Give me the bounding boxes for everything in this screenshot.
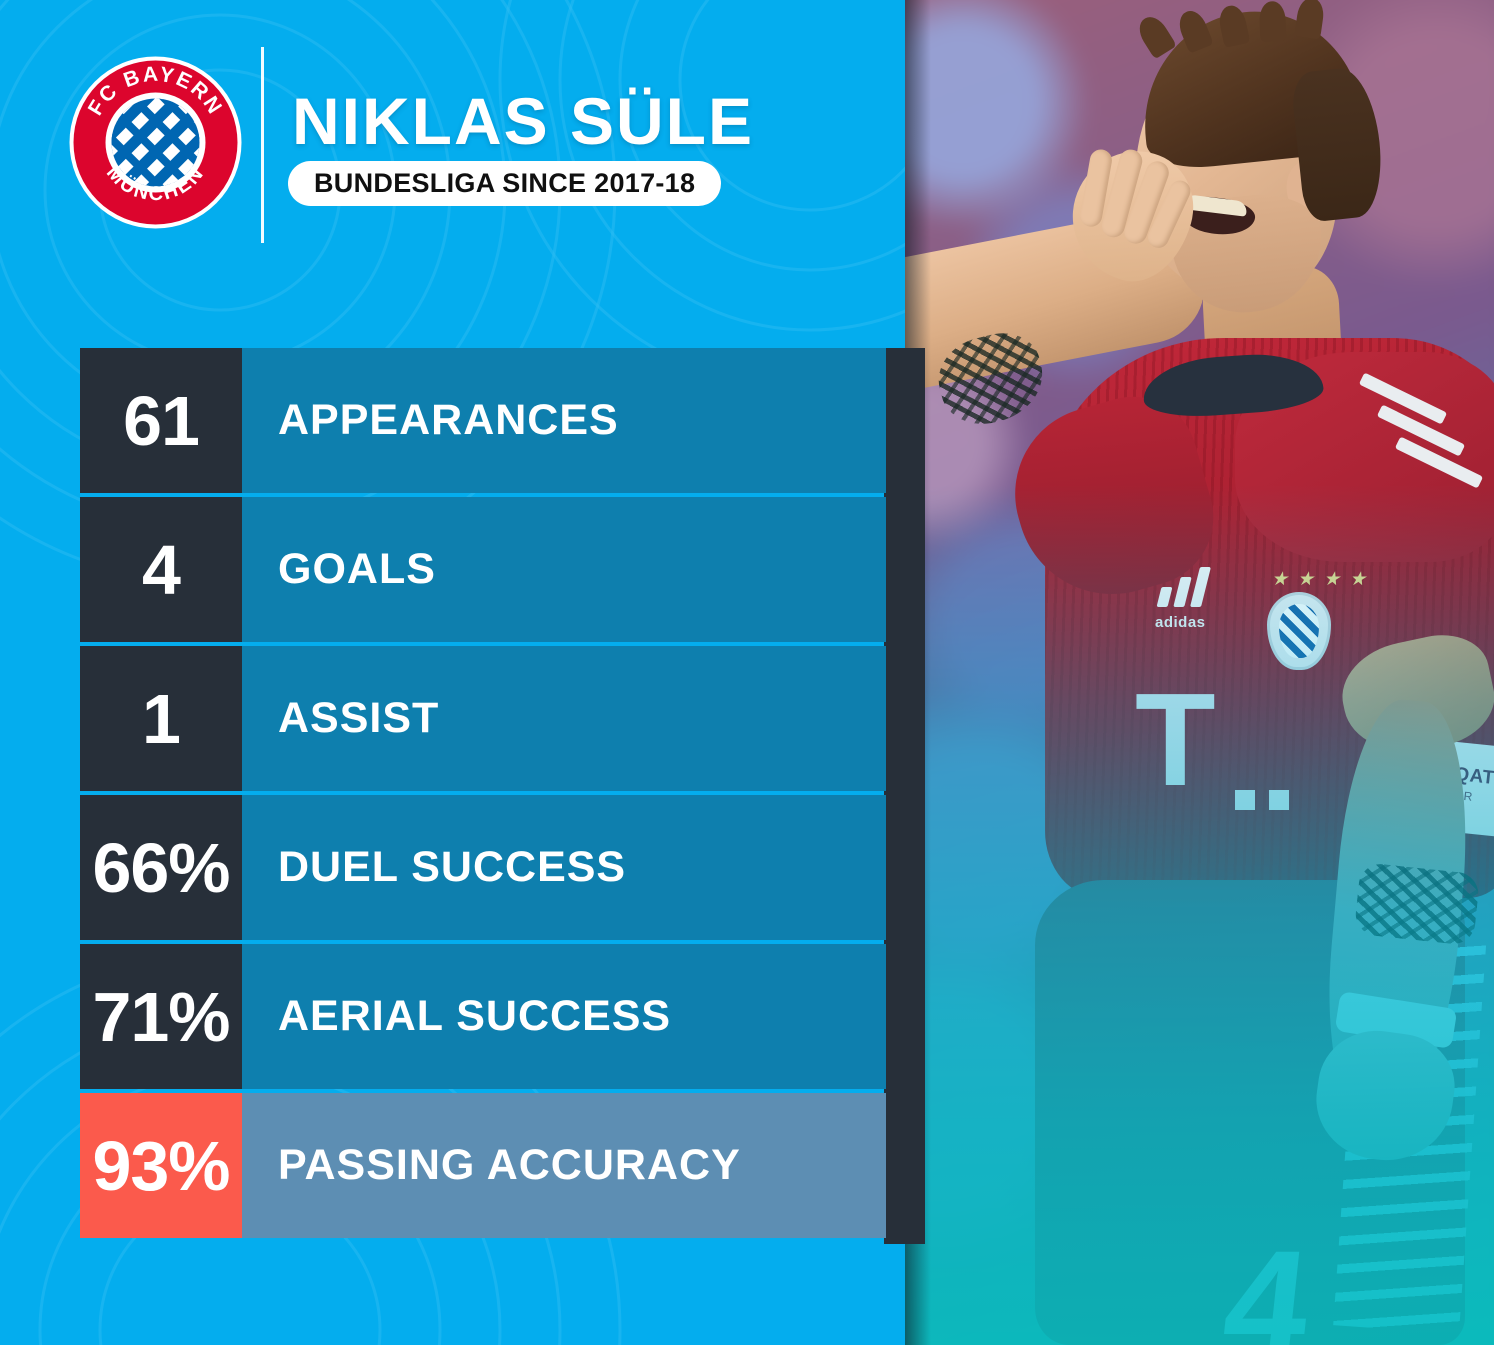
stats-panel-shadow [884,348,925,1244]
stat-row: 1 ASSIST [80,646,886,791]
stat-label: AERIAL SUCCESS [278,992,672,1040]
stats-list: 61 APPEARANCES 4 GOALS 1 ASSIST 66% DUEL… [80,348,886,1238]
stat-bar: DUEL SUCCESS [242,795,886,940]
stat-label: APPEARANCES [278,396,619,444]
subtitle-text: BUNDESLIGA SINCE 2017-18 [314,168,696,198]
stat-bar: AERIAL SUCCESS [242,944,886,1089]
stat-bar: PASSING ACCURACY [242,1093,886,1238]
fc-bayern-crest-icon: FC BAYERN MÜNCHEN [68,55,243,230]
stat-value: 66% [80,795,242,940]
photo-teal-overlay [905,0,1494,1345]
stat-bar: ASSIST [242,646,886,791]
page-title: NIKLAS SÜLE [292,84,755,158]
stat-row-highlighted: 93% PASSING ACCURACY [80,1093,886,1238]
stat-value: 4 [80,497,242,642]
header: FC BAYERN MÜNCHEN NIKLAS SÜLE BUNDESLIGA… [0,0,905,300]
stat-value: 61 [80,348,242,493]
player-photo: adidas ★★★★ T QAT AIR 4 [905,0,1494,1345]
stat-row: 61 APPEARANCES [80,348,886,493]
stat-row: 66% DUEL SUCCESS [80,795,886,940]
stat-label: ASSIST [278,694,440,742]
stat-bar: GOALS [242,497,886,642]
stat-value: 93% [80,1093,242,1238]
stat-label: PASSING ACCURACY [278,1141,741,1189]
header-divider [261,47,264,243]
stat-bar: APPEARANCES [242,348,886,493]
stat-value: 1 [80,646,242,791]
subtitle-badge: BUNDESLIGA SINCE 2017-18 [288,161,722,206]
stat-row: 4 GOALS [80,497,886,642]
stat-label: DUEL SUCCESS [278,843,627,891]
stat-value: 71% [80,944,242,1089]
stat-row: 71% AERIAL SUCCESS [80,944,886,1089]
stat-label: GOALS [278,545,436,593]
